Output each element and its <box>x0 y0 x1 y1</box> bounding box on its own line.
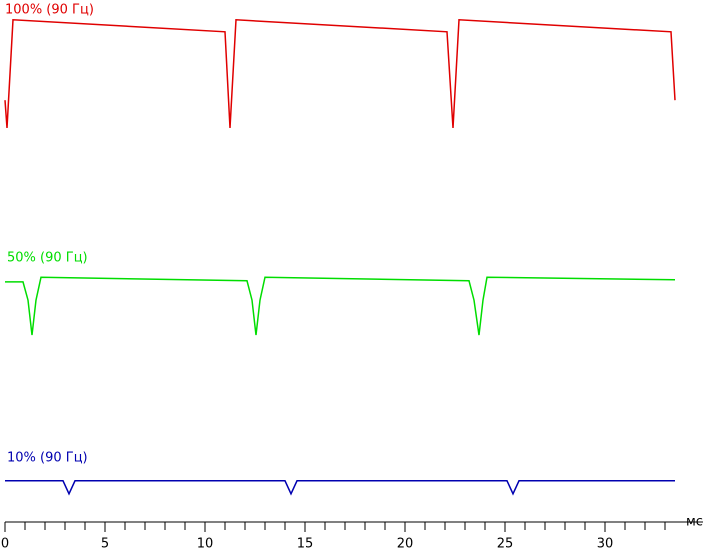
x-tick-label: 15 <box>297 537 314 550</box>
x-tick-label: 30 <box>597 537 614 550</box>
x-tick-label: 5 <box>101 537 109 550</box>
trace-label: 100% (90 Гц) <box>5 3 94 18</box>
trace-line <box>5 276 676 336</box>
trace-line <box>5 480 675 496</box>
x-tick-label: 0 <box>1 537 9 550</box>
trace-label: 50% (90 Гц) <box>7 251 88 266</box>
x-axis-label: мс <box>686 515 703 530</box>
trace-label: 10% (90 Гц) <box>7 451 88 466</box>
x-tick-label: 25 <box>497 537 514 550</box>
x-tick-label: 20 <box>397 537 414 550</box>
trace-line <box>4 19 676 128</box>
x-tick-label: 10 <box>197 537 214 550</box>
